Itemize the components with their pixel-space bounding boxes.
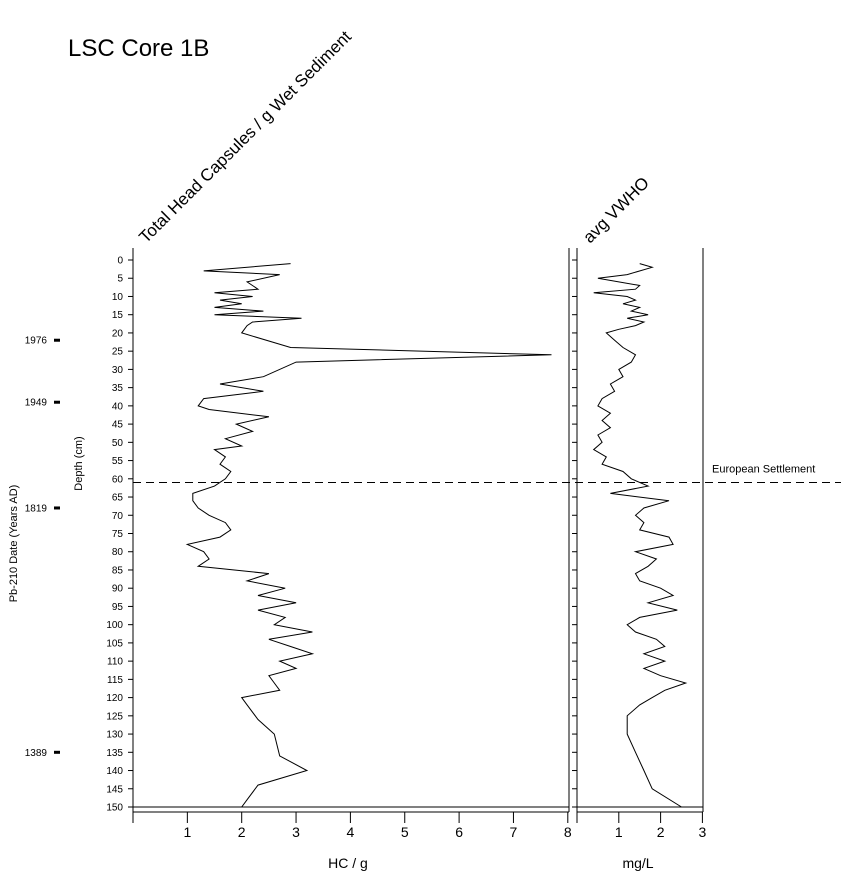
reference-line-label: European Settlement [712,463,815,475]
date-marker-tick [54,750,60,754]
date-marker-label: 1976 [25,336,48,347]
depth-tick-label: 5 [117,274,123,285]
panel-title: avg VWHO [579,173,653,247]
depth-tick-label: 105 [106,638,123,649]
x-tick-label: 5 [401,824,409,840]
depth-tick-label: 95 [112,602,124,613]
x-tick-label: 8 [564,824,572,840]
date-marker-label: 1949 [25,398,48,409]
depth-tick-label: 0 [117,256,123,267]
depth-tick-label: 75 [112,529,124,540]
depth-tick-label: 15 [112,310,124,321]
x-tick-label: 1 [183,824,191,840]
date-marker-tick [54,506,60,510]
x-tick-label: 2 [657,824,665,840]
date-axis-label: Pb-210 Date (Years AD) [8,485,20,603]
depth-tick-label: 40 [112,401,124,412]
depth-tick-label: 130 [106,730,123,741]
x-axis-label: mg/L [622,855,653,871]
series-line [592,263,688,808]
depth-tick-label: 25 [112,347,124,358]
x-tick-label: 7 [510,824,518,840]
depth-tick-label: 50 [112,438,124,449]
date-marker-label: 1819 [25,503,48,514]
date-marker-tick [54,338,60,342]
depth-tick-label: 100 [106,620,123,631]
depth-tick-label: 85 [112,565,124,576]
depth-tick-label: 110 [107,657,123,668]
depth-tick-label: 150 [106,803,123,814]
depth-tick-label: 35 [112,383,124,394]
depth-axis-label: Depth (cm) [73,436,85,490]
depth-tick-label: 140 [106,766,123,777]
x-tick-label: 2 [238,824,246,840]
depth-tick-label: 65 [112,493,124,504]
series-line [185,263,552,808]
depth-tick-label: 135 [106,748,123,759]
chart-title: LSC Core 1B [68,35,209,62]
depth-tick-label: 145 [106,784,123,795]
date-marker-label: 1389 [25,748,48,759]
x-tick-label: 6 [455,824,463,840]
depth-tick-label: 20 [112,328,124,339]
x-tick-label: 1 [615,824,623,840]
x-axis-label: HC / g [328,855,368,871]
date-marker-tick [54,400,60,404]
x-tick-label: 3 [292,824,300,840]
depth-tick-label: 115 [107,675,123,686]
x-tick-label: 4 [347,824,355,840]
depth-tick-label: 45 [112,420,124,431]
depth-tick-label: 125 [106,711,123,722]
depth-tick-label: 60 [112,474,124,485]
depth-tick-label: 120 [106,693,123,704]
depth-tick-label: 10 [112,292,124,303]
x-tick-label: 3 [699,824,707,840]
depth-tick-label: 55 [112,456,124,467]
depth-tick-label: 80 [112,547,124,558]
depth-tick-label: 90 [112,584,124,595]
depth-tick-label: 70 [112,511,124,522]
depth-tick-label: 30 [112,365,124,376]
